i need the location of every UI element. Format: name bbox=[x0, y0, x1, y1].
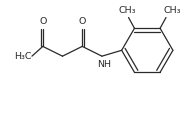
Text: O: O bbox=[79, 17, 86, 26]
Text: H₃C: H₃C bbox=[14, 52, 32, 61]
Text: CH₃: CH₃ bbox=[163, 6, 181, 15]
Text: NH: NH bbox=[97, 60, 111, 70]
Text: CH₃: CH₃ bbox=[119, 6, 136, 15]
Text: O: O bbox=[39, 17, 46, 26]
